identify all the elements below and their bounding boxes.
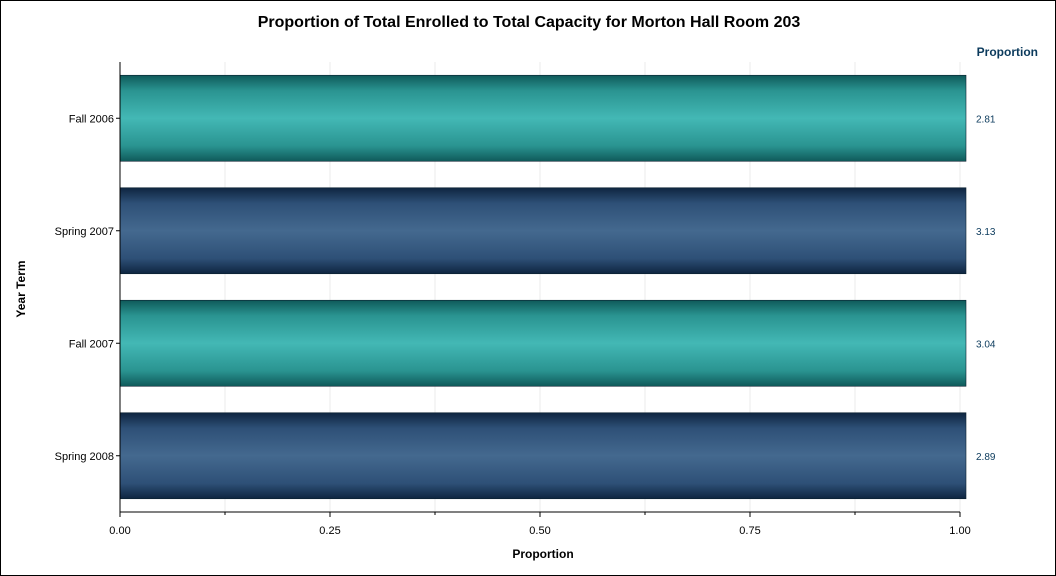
x-tick-label: 0.25 — [319, 525, 340, 537]
bar-spring-2007 — [119, 187, 967, 275]
x-tick-label: 1.00 — [949, 525, 970, 537]
value-label: 3.13 — [976, 227, 996, 238]
y-tick-label: Spring 2008 — [55, 451, 114, 463]
x-tick-label: 0.50 — [529, 525, 550, 537]
y-tick-label: Spring 2007 — [55, 226, 114, 238]
y-tick-label: Fall 2007 — [69, 338, 114, 350]
value-label: 2.89 — [976, 452, 996, 463]
bar-fall-2007 — [119, 299, 967, 387]
y-tick-label: Fall 2006 — [69, 113, 114, 125]
x-tick-label: 0.00 — [109, 525, 130, 537]
value-label: 2.81 — [976, 114, 996, 125]
bar-spring-2008 — [119, 412, 967, 500]
value-column-header: Proportion — [976, 45, 1038, 59]
chart-title: Proportion of Total Enrolled to Total Ca… — [257, 14, 801, 31]
bar-fall-2006 — [119, 74, 967, 162]
x-tick-label: 0.75 — [739, 525, 760, 537]
value-label: 3.04 — [976, 339, 996, 350]
x-axis-title: Proportion — [512, 547, 574, 561]
